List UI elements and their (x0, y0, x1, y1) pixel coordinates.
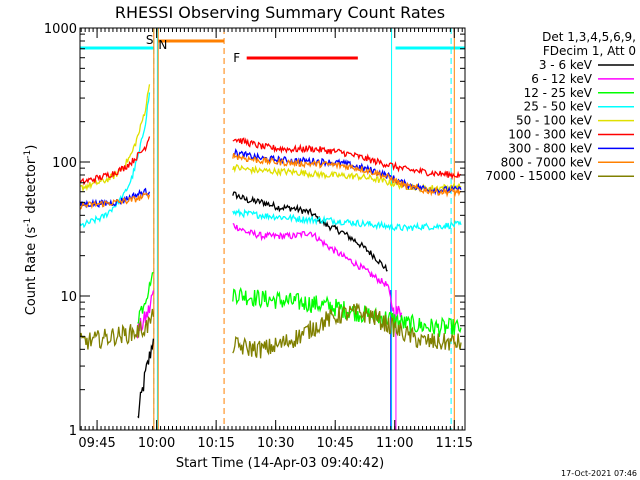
legend: Det 1,3,4,5,6,9,FDecim 1, Att 03 - 6 keV… (485, 30, 636, 183)
y-tick-label: 1000 (44, 22, 77, 37)
y-label-part-2: detector (24, 158, 39, 218)
series-25-50-keV (80, 92, 462, 232)
x-tick-label: 11:00 (376, 436, 413, 451)
plot-timestamp: 17-Oct-2021 07:46 (561, 469, 637, 478)
plot-frame (79, 27, 466, 431)
series-line (137, 271, 154, 324)
series-line (232, 191, 388, 272)
legend-entry-label: 100 - 300 keV (508, 128, 592, 142)
axes: 1 10 100 1000 09:45 10:00 10:15 10:30 10:45 11:00… (44, 22, 473, 451)
night-letter: N (158, 38, 167, 52)
y-tick-label: 1 (69, 424, 77, 439)
series-line (232, 137, 462, 181)
legend-entry-label: 7000 - 15000 keV (485, 169, 592, 183)
series-100-300-keV (80, 136, 462, 186)
series-line (80, 92, 151, 229)
series-layer (80, 84, 462, 419)
series-line (137, 338, 155, 419)
series-line (232, 163, 462, 194)
series-800-7000-keV (80, 152, 462, 210)
legend-entry-label: 6 - 12 keV (531, 72, 593, 86)
legend-header-line: FDecim 1, Att 0 (543, 44, 636, 58)
legend-entry-label: 12 - 25 keV (524, 86, 593, 100)
y-tick-label: 10 (60, 290, 77, 305)
x-axis-label: Start Time (14-Apr-03 09:40:42) (176, 456, 384, 471)
x-tick-label: 10:45 (316, 436, 353, 451)
series-line (80, 84, 151, 193)
series-line (232, 152, 462, 198)
series-50-100-keV (80, 84, 462, 194)
y-label-part-1: Count Rate (s (24, 227, 39, 316)
legend-entry-label: 800 - 7000 keV (501, 155, 593, 169)
chart-title: RHESSI Observing Summary Count Rates (115, 3, 445, 22)
series-line (80, 308, 155, 350)
series-line (232, 222, 403, 323)
series-12-25-keV (137, 271, 462, 338)
x-tick-label: 10:30 (257, 436, 294, 451)
x-tick-label: 11:15 (436, 436, 473, 451)
flare-letter: F (233, 51, 240, 65)
legend-entry-label: 300 - 800 keV (508, 141, 592, 155)
x-tick-label: 10:15 (197, 436, 234, 451)
legend-entry-label: 50 - 100 keV (516, 114, 593, 128)
series-line (80, 136, 151, 186)
x-tick-label: 09:45 (78, 436, 115, 451)
series-line (232, 207, 462, 232)
x-tick-label: 10:00 (138, 436, 175, 451)
series-line (80, 191, 151, 210)
y-label-sup-1: -1 (23, 218, 33, 227)
y-label-sup-2: -1 (23, 150, 33, 159)
series-line (232, 303, 462, 359)
series-7000-15000-keV (80, 303, 462, 359)
legend-entry-label: 3 - 6 keV (539, 58, 593, 72)
y-axis-label: Count Rate (s-1 detector-1) (23, 145, 39, 316)
y-label-part-3: ) (24, 145, 39, 150)
series-line (232, 286, 462, 338)
legend-header-line: Det 1,3,4,5,6,9, (542, 30, 636, 44)
annotations: S N F (80, 28, 465, 430)
legend-entry-label: 25 - 50 keV (524, 100, 593, 114)
series-3-6-keV (137, 191, 388, 419)
y-tick-label: 100 (52, 156, 77, 171)
saa-letter: S (146, 33, 154, 47)
